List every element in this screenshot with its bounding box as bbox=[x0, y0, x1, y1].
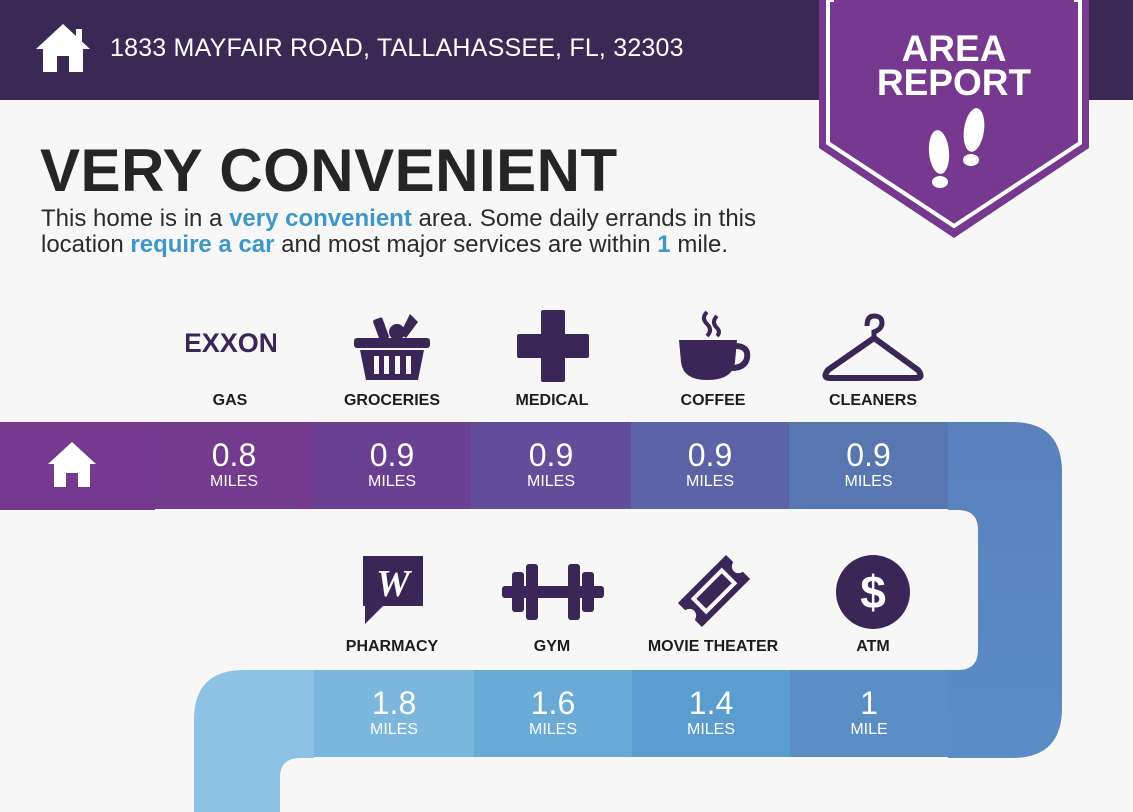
footprints-icon bbox=[928, 108, 985, 188]
badge-line-1: AREA bbox=[901, 28, 1007, 69]
walgreens-logo-icon: W bbox=[363, 556, 423, 624]
area-report-badge bbox=[819, 0, 1089, 238]
distance-unit: MILES bbox=[209, 473, 258, 490]
distance-cell-gym: 1.6 MILES bbox=[474, 670, 632, 757]
medical-cross-icon bbox=[517, 310, 589, 382]
home-icon bbox=[48, 442, 96, 487]
home-icon bbox=[36, 24, 90, 72]
distance-unit: MILES bbox=[685, 473, 734, 490]
desc-highlight: 1 bbox=[657, 231, 671, 258]
hanger-icon bbox=[822, 313, 924, 381]
distance-unit: MILES bbox=[369, 721, 418, 738]
distance-cell-coffee: 0.9 MILES bbox=[631, 422, 789, 509]
distance-value: 0.9 bbox=[846, 437, 891, 473]
badge-title: AREA REPORT bbox=[819, 28, 1089, 103]
distance-value: 0.9 bbox=[369, 437, 415, 473]
distance-value: 0.9 bbox=[687, 437, 733, 473]
svg-text:W: W bbox=[376, 563, 413, 605]
distance-cell-gas: 0.8 MILES bbox=[155, 422, 313, 509]
distance-value: 1.6 bbox=[530, 685, 576, 721]
label-gym: GYM bbox=[533, 638, 571, 655]
label-pharmacy: PHARMACY bbox=[345, 638, 439, 655]
svg-text:$: $ bbox=[860, 566, 886, 618]
distance-value: 0.8 bbox=[211, 437, 257, 473]
distance-cell-cleaners: 0.9 MILES bbox=[789, 422, 948, 509]
label-groceries: GROCERIES bbox=[343, 392, 440, 409]
desc-part: mile. bbox=[670, 231, 728, 258]
distance-value: 1.4 bbox=[688, 685, 734, 721]
grocery-basket-icon bbox=[354, 314, 430, 380]
desc-part: area. Some daily errands in this locatio… bbox=[41, 205, 756, 258]
distance-value: 1.8 bbox=[371, 685, 417, 721]
distance-unit: MILES bbox=[528, 721, 577, 738]
label-movie-theater: MOVIE THEATER bbox=[647, 638, 779, 655]
distance-cell-medical: 0.9 MILES bbox=[471, 422, 631, 509]
exxon-logo-icon: EXXON bbox=[186, 328, 276, 358]
distance-cell-groceries: 0.9 MILES bbox=[313, 422, 471, 509]
distance-unit: MILE bbox=[850, 721, 888, 738]
desc-part: and most major services are within bbox=[274, 231, 658, 258]
address-text: 1833 MAYFAIR ROAD, TALLAHASSEE, FL, 3230… bbox=[110, 34, 684, 62]
label-atm: ATM bbox=[856, 638, 890, 655]
distance-unit: MILES bbox=[367, 473, 416, 490]
distance-cell-movie-theater: 1.4 MILES bbox=[632, 670, 790, 757]
label-coffee: COFFEE bbox=[680, 392, 746, 409]
dumbbell-icon bbox=[502, 564, 604, 620]
distance-value: 0.9 bbox=[528, 437, 574, 473]
label-cleaners: CLEANERS bbox=[828, 392, 917, 409]
badge-line-2: REPORT bbox=[876, 62, 1032, 103]
desc-part: This home is in a bbox=[41, 205, 230, 232]
distance-value: 1 bbox=[860, 685, 878, 721]
desc-highlight: very convenient bbox=[229, 205, 412, 232]
dollar-icon: $ bbox=[836, 555, 910, 629]
page-title: VERY CONVENIENT bbox=[40, 137, 618, 204]
coffee-cup-icon bbox=[679, 310, 751, 380]
ticket-icon bbox=[677, 554, 751, 628]
summary-description: This home is in a very convenient area. … bbox=[41, 206, 821, 258]
distance-unit: MILES bbox=[844, 473, 893, 490]
distance-unit: MILES bbox=[526, 473, 575, 490]
svg-text:EXXON: EXXON bbox=[186, 328, 276, 358]
distance-cell-pharmacy: 1.8 MILES bbox=[314, 670, 474, 757]
distance-cell-atm: 1 MILE bbox=[790, 670, 948, 757]
label-medical: MEDICAL bbox=[515, 392, 589, 409]
desc-highlight: require a car bbox=[130, 231, 275, 258]
label-gas: GAS bbox=[212, 392, 248, 409]
distance-unit: MILES bbox=[686, 721, 735, 738]
